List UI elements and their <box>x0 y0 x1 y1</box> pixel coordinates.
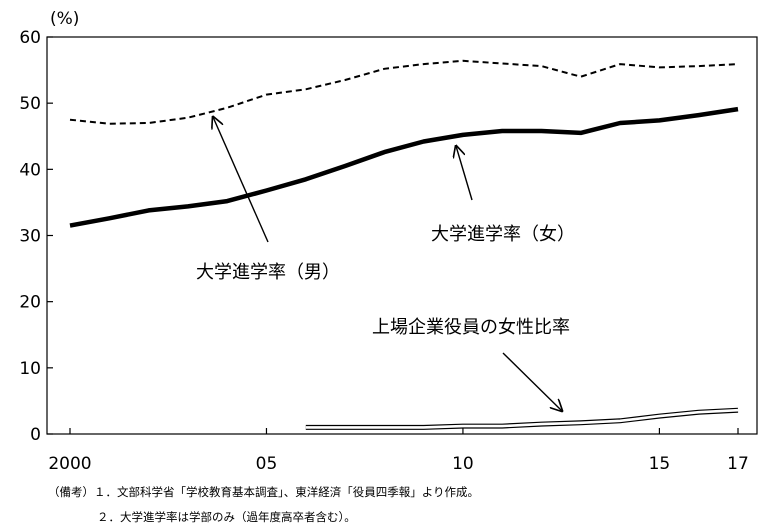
x-tick-label: 17 <box>727 454 749 474</box>
y-tick-label: 10 <box>19 359 41 379</box>
y-tick-label: 50 <box>19 94 41 114</box>
x-tick-label: 05 <box>256 454 278 474</box>
y-tick-label: 30 <box>19 227 41 247</box>
annotation-male-arrow <box>213 117 269 243</box>
series-line-male <box>69 59 739 125</box>
y-tick-label: 0 <box>30 425 41 445</box>
y-tick-label: 40 <box>19 160 41 180</box>
x-tick-label: 15 <box>649 454 671 474</box>
y-tick-label: 60 <box>19 28 41 48</box>
annotation-women-executives-label: 上場企業役員の女性比率 <box>372 317 570 338</box>
y-axis-label: (%) <box>50 9 79 29</box>
plot-area-frame <box>46 36 758 435</box>
x-tick-label: 2000 <box>48 454 91 474</box>
line-chart: 0 10 20 30 40 50 60 (%) 2000 05 10 15 17 大学進学率（男） 大学… <box>19 9 758 474</box>
annotation-female-label: 大学進学率（女） <box>431 224 575 245</box>
annotation-women-executives-arrow <box>502 352 562 411</box>
series-line-women-executives-inner <box>305 408 739 429</box>
annotation-male-label: 大学進学率（男） <box>196 262 340 283</box>
y-tick-label: 20 <box>19 293 41 313</box>
annotation-female-arrow <box>456 146 473 201</box>
footnote-source: （備考）１．文部科学省「学校教育基本調査」、東洋経済「役員四季報」より作成。 <box>48 485 480 499</box>
series-line-female <box>69 106 739 228</box>
x-tick-label: 10 <box>452 454 474 474</box>
footnote-definition: ２．大学進学率は学部のみ（過年度高卒者含む）。 <box>97 510 356 524</box>
